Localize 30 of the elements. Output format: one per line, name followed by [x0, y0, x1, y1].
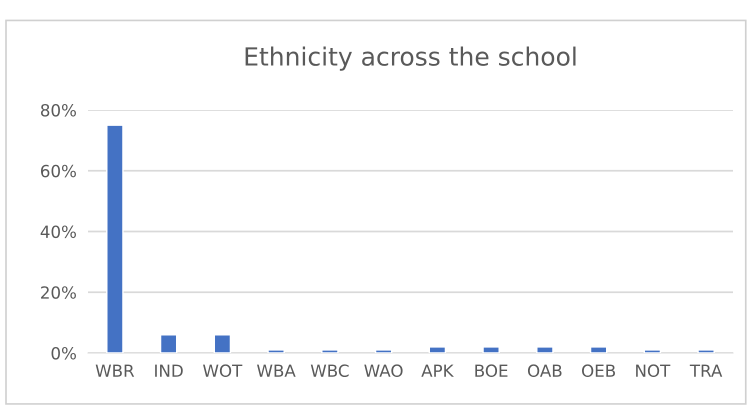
y-tick-label: 20% — [41, 286, 76, 299]
bar — [267, 349, 285, 353]
x-tick-label: WBA — [257, 364, 296, 377]
y-tick-label: 60% — [41, 164, 76, 178]
bar — [536, 346, 554, 353]
y-tick-label: 80% — [40, 104, 76, 117]
bar — [321, 349, 339, 353]
bar — [160, 334, 178, 353]
x-tick-label: OEB — [582, 364, 615, 378]
x-tick-label: WBC — [310, 364, 349, 378]
bar — [644, 349, 662, 353]
x-tick-label: IND — [155, 364, 183, 377]
x-tick-label: WOT — [203, 364, 242, 378]
x-tick-label: OAB — [528, 364, 562, 378]
bar — [428, 346, 446, 353]
x-tick-label: NOT — [636, 364, 670, 378]
bar — [214, 334, 232, 353]
bar — [482, 346, 500, 353]
x-tick-label: WBR — [96, 364, 134, 377]
y-tick-label: 0% — [52, 346, 76, 360]
bar — [106, 124, 124, 353]
bar — [374, 349, 392, 353]
y-tick-label: 40% — [40, 225, 76, 238]
chart-title: Ethnicity across the school — [246, 46, 576, 71]
x-tick-label: BOE — [475, 364, 508, 378]
bar — [697, 349, 715, 353]
x-tick-label: APK — [421, 364, 454, 377]
x-tick-label: WAO — [364, 364, 403, 378]
x-tick-label: TRA — [690, 364, 722, 377]
bar — [590, 346, 608, 353]
